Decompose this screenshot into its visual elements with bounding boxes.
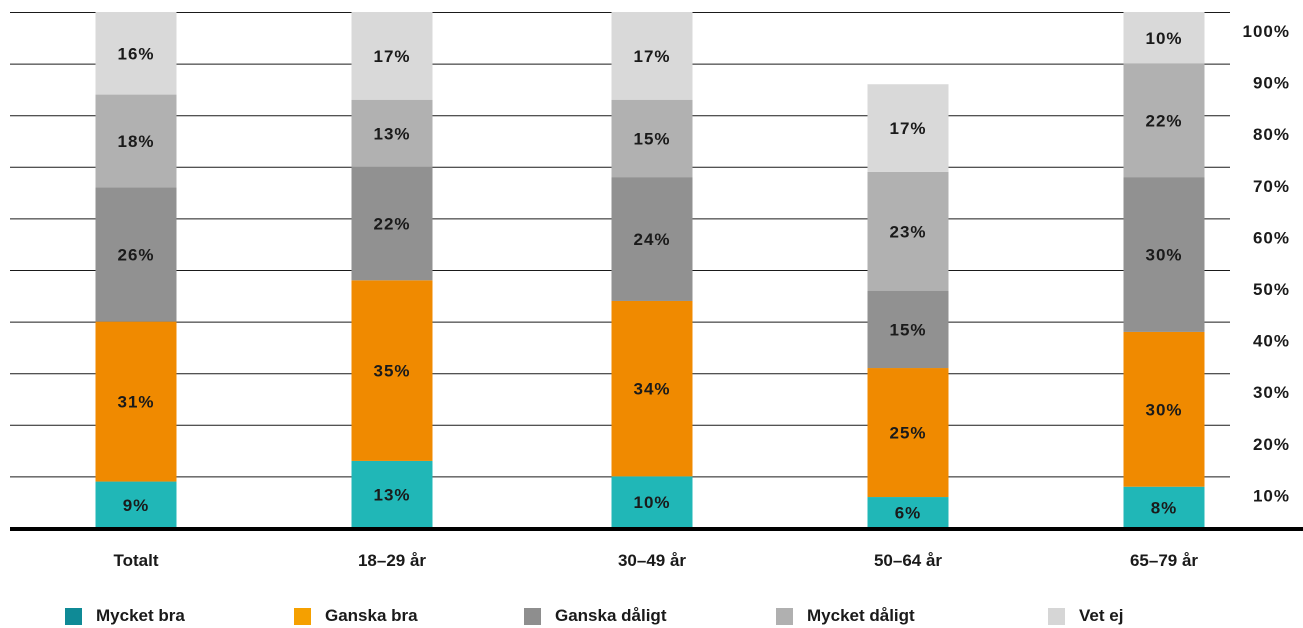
bar-segment-5-5 (1123, 12, 1205, 64)
y-axis-tick-labels: 10% 20% 30% 40% 50% 60% 70% 80% 90% 100% (1243, 22, 1290, 505)
x-axis-category-labels: Totalt 18–29 år 30–49 år 50–64 år 65–79 år (113, 551, 1198, 570)
bars (95, 12, 1205, 528)
data-label: 16% (117, 44, 154, 63)
legend-item: Vet ej (1048, 604, 1123, 628)
bar-segment-3-1 (95, 187, 177, 322)
legend-swatch (294, 607, 311, 625)
segment-labels: 9% 31% 26% 18% 16% 13% 35% 22% 13% 17% 10% 34% 24% 15… (117, 29, 1182, 523)
bar-segment-5-3 (611, 12, 693, 100)
bar-segment-4-3 (611, 99, 693, 178)
bar-segment-3-4 (867, 290, 949, 369)
y-tick-label: 40% (1253, 332, 1290, 351)
bar-segment-2-1 (95, 321, 177, 482)
x-category-label: 30–49 år (618, 551, 686, 570)
legend-swatch (776, 607, 793, 625)
data-label: 18% (117, 132, 154, 151)
legend-swatch (1048, 607, 1065, 625)
bar-segment-4-5 (1123, 63, 1205, 178)
data-label: 25% (889, 424, 926, 443)
bar-segment-2-4 (867, 368, 949, 498)
legend-label: Mycket bra (96, 606, 185, 625)
stacked-bar-chart: 9% 31% 26% 18% 16% 13% 35% 22% 13% 17% 10% 34% 24% 15… (10, 12, 1303, 570)
data-label: 17% (373, 47, 410, 66)
bar-segment-1-3 (611, 476, 693, 528)
data-label: 22% (373, 215, 410, 234)
legend-label: Mycket dåligt (807, 606, 915, 625)
y-tick-label: 60% (1253, 228, 1290, 247)
data-label: 6% (895, 504, 922, 523)
y-tick-label: 100% (1243, 22, 1290, 41)
data-label: 30% (1145, 400, 1182, 419)
legend-item: Mycket dåligt (776, 604, 915, 628)
data-label: 15% (889, 320, 926, 339)
legend-swatch (65, 607, 82, 625)
data-label: 23% (889, 222, 926, 241)
bar-segment-5-2 (351, 12, 433, 100)
y-tick-label: 70% (1253, 177, 1290, 196)
bar-segment-5-4 (867, 84, 949, 172)
bar-segment-4-4 (867, 171, 949, 291)
y-tick-label: 90% (1253, 74, 1290, 93)
y-tick-label: 30% (1253, 383, 1290, 402)
data-label: 8% (1151, 498, 1178, 517)
data-label: 10% (1145, 29, 1182, 48)
bar-segment-2-3 (611, 300, 693, 477)
legend: Mycket bra Ganska bra Ganska dåligt Mycket … (0, 604, 1303, 628)
bar-segment-3-2 (351, 166, 433, 281)
data-label: 9% (123, 496, 150, 515)
x-category-label: Totalt (113, 551, 158, 570)
y-tick-label: 80% (1253, 125, 1290, 144)
data-label: 22% (1145, 111, 1182, 130)
legend-swatch (524, 607, 541, 625)
data-label: 34% (633, 380, 670, 399)
bar-segment-3-5 (1123, 177, 1205, 332)
data-label: 17% (633, 47, 670, 66)
bar-segment-1-5 (1123, 486, 1205, 528)
data-label: 24% (633, 230, 670, 249)
bar-segment-1-2 (351, 460, 433, 528)
data-label: 10% (633, 493, 670, 512)
data-label: 26% (117, 246, 154, 265)
x-category-label: 50–64 år (874, 551, 942, 570)
data-label: 31% (117, 393, 154, 412)
bar-segment-1-4 (867, 497, 949, 528)
data-label: 13% (373, 485, 410, 504)
data-label: 30% (1145, 246, 1182, 265)
legend-label: Ganska bra (325, 606, 418, 625)
data-label: 15% (633, 129, 670, 148)
data-label: 13% (373, 124, 410, 143)
data-label: 35% (373, 362, 410, 381)
bar-segment-2-5 (1123, 331, 1205, 487)
legend-label: Ganska dåligt (555, 606, 667, 625)
legend-item: Ganska dåligt (524, 604, 666, 628)
bar-segment-1-1 (95, 481, 177, 528)
x-category-label: 65–79 år (1130, 551, 1198, 570)
legend-item: Ganska bra (294, 604, 418, 628)
y-tick-label: 10% (1253, 486, 1290, 505)
bar-segment-2-2 (351, 280, 433, 461)
bar-segment-4-2 (351, 99, 433, 167)
y-tick-label: 20% (1253, 435, 1290, 454)
x-category-label: 18–29 år (358, 551, 426, 570)
bar-segment-4-1 (95, 94, 177, 188)
legend-item: Mycket bra (65, 604, 185, 628)
data-label: 17% (889, 119, 926, 138)
bar-segment-5-1 (95, 12, 177, 95)
legend-label: Vet ej (1079, 606, 1124, 625)
bar-segment-3-3 (611, 177, 693, 301)
y-tick-label: 50% (1253, 280, 1290, 299)
